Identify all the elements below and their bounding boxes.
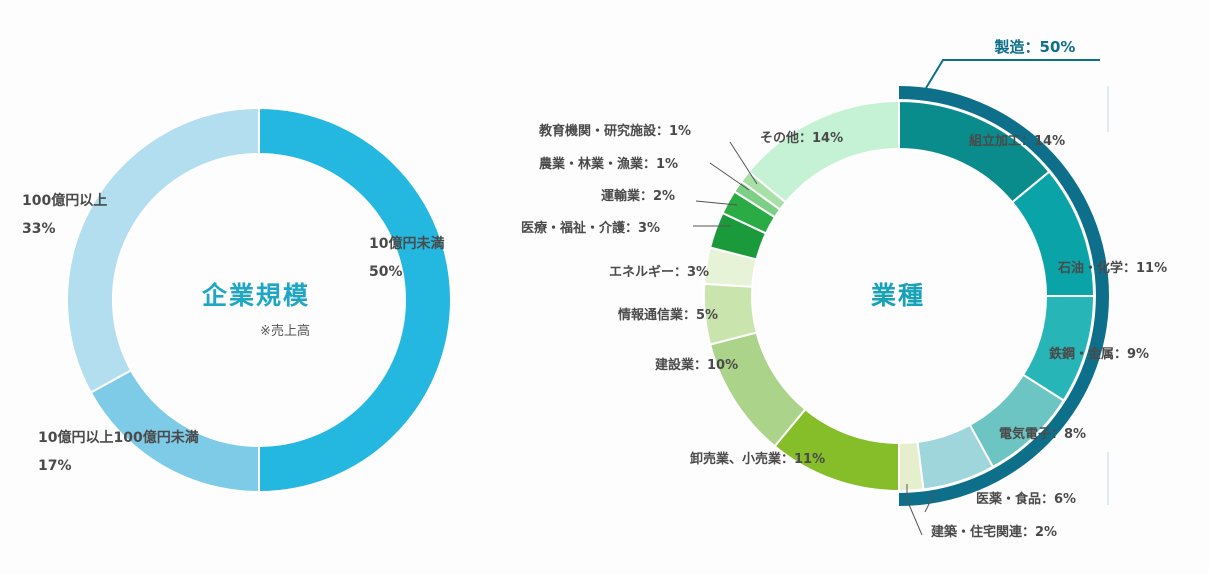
size-label-1b-10b-value: 17% (38, 458, 72, 474)
industry-label-electronics: 電気電子：8% (999, 426, 1086, 442)
industry-donut: 製造：50% 業種 組立加工：14% 石油・化学：11% 鉄鋼・金属：9% 電気… (521, 38, 1167, 540)
industry-label-agriculture: 農業・林業・漁業：1% (539, 156, 678, 172)
industry-label-transport: 運輸業：2% (601, 188, 675, 204)
size-label-under-1b-name: 10億円未満 (369, 235, 444, 252)
industry-label-petrochemical: 石油・化学：11% (1057, 260, 1167, 276)
industry-label-steel-metal: 鉄鋼・金属：9% (1049, 346, 1149, 362)
industry-label-construction: 建設業：10% (655, 357, 738, 373)
industry-label-energy: エネルギー：3% (609, 264, 709, 280)
industry-chart-title: 業種 (871, 281, 925, 310)
size-chart-note: ※売上高 (260, 323, 310, 339)
size-slice-2 (66, 106, 260, 394)
industry-label-wholesale-retail: 卸売業、小売業：11% (690, 451, 825, 467)
manufacturing-callout-line (925, 59, 1100, 89)
leader-lines (693, 141, 936, 536)
size-label-under-1b-value: 50% (369, 264, 403, 280)
industry-label-ict: 情報通信業：5% (618, 307, 718, 323)
industry-label-construction-housing: 建築・住宅関連：2% (931, 524, 1057, 540)
size-slice-0 (258, 106, 452, 494)
industry-label-other: その他：14% (760, 130, 843, 146)
industry-slice-0 (898, 99, 1051, 204)
industry-label-pharma-food: 医薬・食品：6% (976, 491, 1076, 507)
size-label-1b-10b-name: 10億円以上100億円未満 (38, 429, 199, 446)
size-label-over-10b-name: 100億円以上 (22, 192, 107, 209)
industry-label-assembly: 組立加工：14% (969, 133, 1065, 149)
manufacturing-total-label: 製造：50% (994, 38, 1076, 56)
industry-label-medical-welfare: 医療・福祉・介護：3% (521, 220, 660, 236)
company-size-donut: 企業規模 ※売上高 10億円未満 50% 10億円以上100億円未満 17% 1… (22, 106, 452, 494)
industry-slice-14 (747, 99, 900, 204)
size-chart-title: 企業規模 (202, 281, 310, 310)
industry-label-education: 教育機関・研究施設：1% (538, 123, 691, 139)
size-label-over-10b-value: 33% (22, 221, 56, 237)
